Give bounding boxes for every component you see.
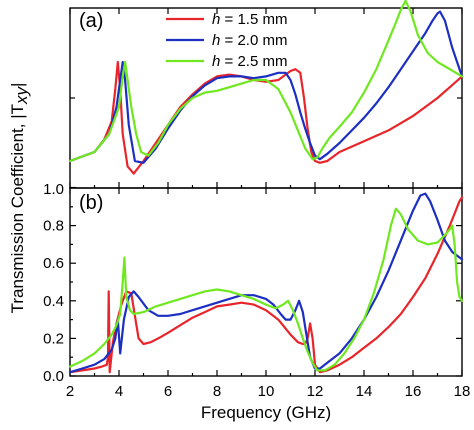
x-tick-label: 4 bbox=[115, 383, 123, 400]
y-axis-label-sub: xy bbox=[12, 85, 31, 105]
series-line-b-2 bbox=[68, 192, 464, 374]
x-tick-label: 14 bbox=[356, 383, 373, 400]
x-tick-label: 12 bbox=[307, 383, 324, 400]
y-tick-label: 0.4 bbox=[43, 293, 64, 310]
y-axis-label-end: | bbox=[8, 83, 27, 87]
legend-entry-1: h = 1.5 mm bbox=[212, 11, 287, 28]
y-tick-label: 0.6 bbox=[43, 255, 64, 272]
x-tick-label: 16 bbox=[405, 383, 422, 400]
legend-entry-2: h = 2.0 mm bbox=[212, 32, 287, 49]
panel-a-ticks: 1.0 bbox=[43, 8, 463, 198]
series-line-b-1 bbox=[68, 196, 464, 374]
y-axis-label: Transmission Coefficient, |Txy| bbox=[8, 83, 31, 314]
panel-b-label: (b) bbox=[79, 192, 103, 214]
legend-variable: h bbox=[212, 53, 220, 70]
y-tick-label: 0.8 bbox=[43, 218, 64, 235]
legend: h = 1.5 mmh = 2.0 mmh = 2.5 mm bbox=[166, 11, 287, 70]
panel-a-label: (a) bbox=[79, 10, 103, 32]
y-tick-label: 1.0 bbox=[43, 181, 64, 198]
legend-value: = 1.5 mm bbox=[220, 11, 287, 28]
y-tick-label: 0.2 bbox=[43, 330, 64, 347]
x-axis-label: Frequency (GHz) bbox=[201, 403, 331, 422]
panel-b-ticks: 2 4 6 8 10 12 14 16 18 0.0 0.2 0.4 0.6 0.8 bbox=[43, 188, 470, 400]
legend-variable: h bbox=[212, 11, 220, 28]
panel-b-curves bbox=[68, 192, 464, 374]
legend-entry-3: h = 2.5 mm bbox=[212, 53, 287, 70]
y-axis-label-main: Transmission Coefficient, |T bbox=[8, 104, 27, 313]
panel-b-frame bbox=[69, 187, 463, 377]
series-line-b-3 bbox=[68, 207, 464, 372]
legend-value: = 2.5 mm bbox=[220, 53, 287, 70]
y-tick-label: 0.0 bbox=[43, 368, 64, 385]
panel-a: 1.0 (a) h = 1.5 mmh = 2.0 mmh = 2.5 mm bbox=[43, 0, 464, 198]
legend-variable: h bbox=[212, 32, 220, 49]
x-tick-label: 6 bbox=[164, 383, 172, 400]
x-tick-label: 2 bbox=[66, 383, 74, 400]
series-line-a-1 bbox=[68, 60, 464, 175]
legend-value: = 2.0 mm bbox=[220, 32, 287, 49]
panel-a-curves bbox=[68, 0, 464, 175]
x-tick-label: 18 bbox=[454, 383, 471, 400]
panel-b: 2 4 6 8 10 12 14 16 18 0.0 0.2 0.4 0.6 0.8 (b) Freque… bbox=[43, 187, 470, 422]
series-line-a-3 bbox=[68, 0, 464, 163]
series-line-a-2 bbox=[68, 10, 464, 164]
x-tick-label: 8 bbox=[213, 383, 221, 400]
x-tick-label: 10 bbox=[258, 383, 275, 400]
